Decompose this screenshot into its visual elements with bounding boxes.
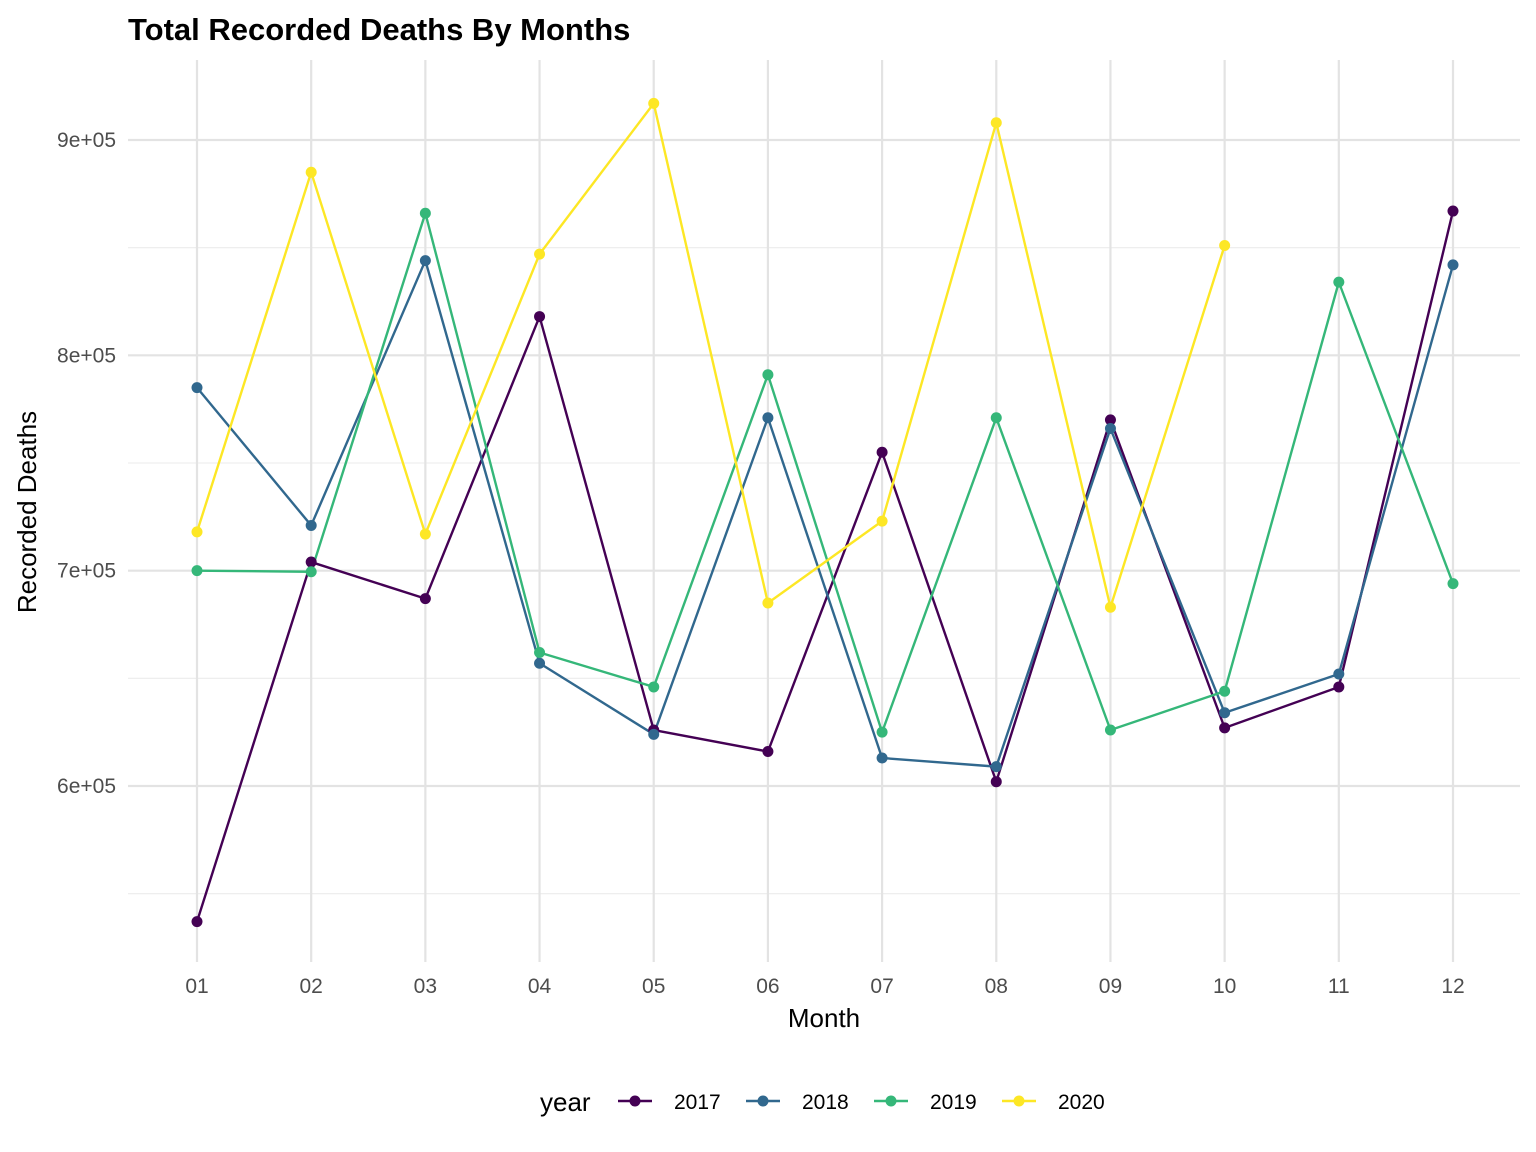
data-point-2020-08 bbox=[990, 117, 1002, 129]
x-tick-label: 08 bbox=[985, 975, 1008, 998]
data-point-2018-09 bbox=[1104, 423, 1116, 435]
y-axis-title: Recorded Deaths bbox=[12, 411, 42, 613]
data-point-2019-07 bbox=[876, 726, 888, 738]
data-point-2020-04 bbox=[534, 248, 546, 260]
legend-key-point-2020 bbox=[1013, 1095, 1025, 1107]
series-line-2020 bbox=[195, 102, 1226, 609]
x-tick-label: 09 bbox=[1099, 975, 1122, 998]
data-point-2019-01 bbox=[191, 565, 203, 577]
data-point-2018-12 bbox=[1447, 259, 1459, 271]
legend-title: year bbox=[540, 1087, 591, 1117]
x-tick-label: 03 bbox=[414, 975, 437, 998]
data-point-2019-05 bbox=[648, 681, 660, 693]
data-point-2019-09 bbox=[1104, 724, 1116, 736]
legend: year 2017 2018 2019 2020 bbox=[540, 1087, 1105, 1117]
data-point-2019-11 bbox=[1333, 276, 1345, 288]
data-point-2019-02 bbox=[305, 566, 317, 578]
data-point-2018-02 bbox=[305, 519, 317, 531]
data-point-2020-02 bbox=[305, 166, 317, 178]
y-tick-label: 7e+05 bbox=[57, 560, 116, 583]
x-tick-label: 11 bbox=[1328, 975, 1350, 998]
data-point-2017-06 bbox=[762, 746, 774, 758]
data-point-2017-07 bbox=[876, 446, 888, 458]
data-point-2020-06 bbox=[762, 597, 774, 609]
series-line-2017 bbox=[195, 210, 1455, 923]
data-point-2020-09 bbox=[1104, 601, 1116, 613]
data-point-2018-03 bbox=[419, 255, 431, 267]
data-point-2020-07 bbox=[876, 515, 888, 527]
legend-label-2018: 2018 bbox=[802, 1091, 849, 1114]
grid bbox=[128, 60, 1520, 962]
data-point-2020-01 bbox=[191, 526, 203, 538]
y-axis-ticks: 6e+05 7e+05 8e+05 9e+05 bbox=[57, 129, 116, 798]
data-point-2018-11 bbox=[1333, 668, 1345, 680]
data-point-2018-08 bbox=[990, 761, 1002, 773]
data-point-2018-04 bbox=[534, 657, 546, 669]
legend-label-2020: 2020 bbox=[1058, 1091, 1105, 1114]
x-tick-label: 07 bbox=[870, 975, 893, 998]
legend-key-point-2019 bbox=[885, 1095, 897, 1107]
series-line-2018 bbox=[196, 259, 1455, 768]
data-point-2017-04 bbox=[534, 311, 546, 323]
data-point-2018-07 bbox=[876, 752, 888, 764]
x-tick-label: 02 bbox=[300, 975, 323, 998]
data-point-2018-06 bbox=[762, 412, 774, 424]
x-tick-label: 05 bbox=[642, 975, 665, 998]
data-point-2019-12 bbox=[1447, 578, 1459, 590]
y-tick-label: 6e+05 bbox=[57, 775, 116, 798]
x-axis-title: Month bbox=[788, 1003, 860, 1033]
legend-key-point-2018 bbox=[757, 1095, 769, 1107]
data-point-2020-10 bbox=[1219, 240, 1231, 252]
data-point-2017-01 bbox=[191, 916, 203, 928]
data-point-2017-03 bbox=[419, 593, 431, 605]
data-point-2018-10 bbox=[1219, 707, 1231, 719]
series-line-2019 bbox=[196, 212, 1455, 734]
x-tick-label: 04 bbox=[528, 975, 552, 998]
data-point-2019-08 bbox=[990, 412, 1002, 424]
data-point-2019-06 bbox=[762, 369, 774, 381]
data-point-2020-03 bbox=[419, 528, 431, 540]
data-point-2017-12 bbox=[1447, 205, 1459, 217]
data-point-2017-08 bbox=[990, 776, 1002, 788]
data-point-2017-02 bbox=[305, 556, 317, 568]
data-point-2018-01 bbox=[191, 382, 203, 394]
x-tick-label: 12 bbox=[1441, 975, 1464, 998]
series-points bbox=[191, 97, 1459, 928]
legend-key-point-2017 bbox=[629, 1095, 641, 1107]
series-lines bbox=[195, 102, 1455, 923]
y-tick-label: 9e+05 bbox=[57, 129, 116, 152]
data-point-2017-10 bbox=[1219, 722, 1231, 734]
x-axis-ticks: 01 02 03 04 05 06 07 08 09 10 11 12 bbox=[185, 975, 1464, 998]
data-point-2018-05 bbox=[648, 728, 660, 740]
y-tick-label: 8e+05 bbox=[57, 344, 116, 367]
data-point-2020-05 bbox=[648, 97, 660, 109]
data-point-2019-10 bbox=[1219, 685, 1231, 697]
data-point-2019-04 bbox=[534, 646, 546, 658]
chart-title: Total Recorded Deaths By Months bbox=[128, 12, 630, 47]
data-point-2017-09 bbox=[1104, 414, 1116, 426]
legend-label-2017: 2017 bbox=[674, 1091, 721, 1114]
x-tick-label: 06 bbox=[756, 975, 779, 998]
data-point-2017-11 bbox=[1333, 681, 1345, 693]
x-tick-label: 01 bbox=[185, 975, 208, 998]
legend-label-2019: 2019 bbox=[930, 1091, 977, 1114]
x-tick-label: 10 bbox=[1213, 975, 1236, 998]
data-point-2019-03 bbox=[419, 207, 431, 219]
